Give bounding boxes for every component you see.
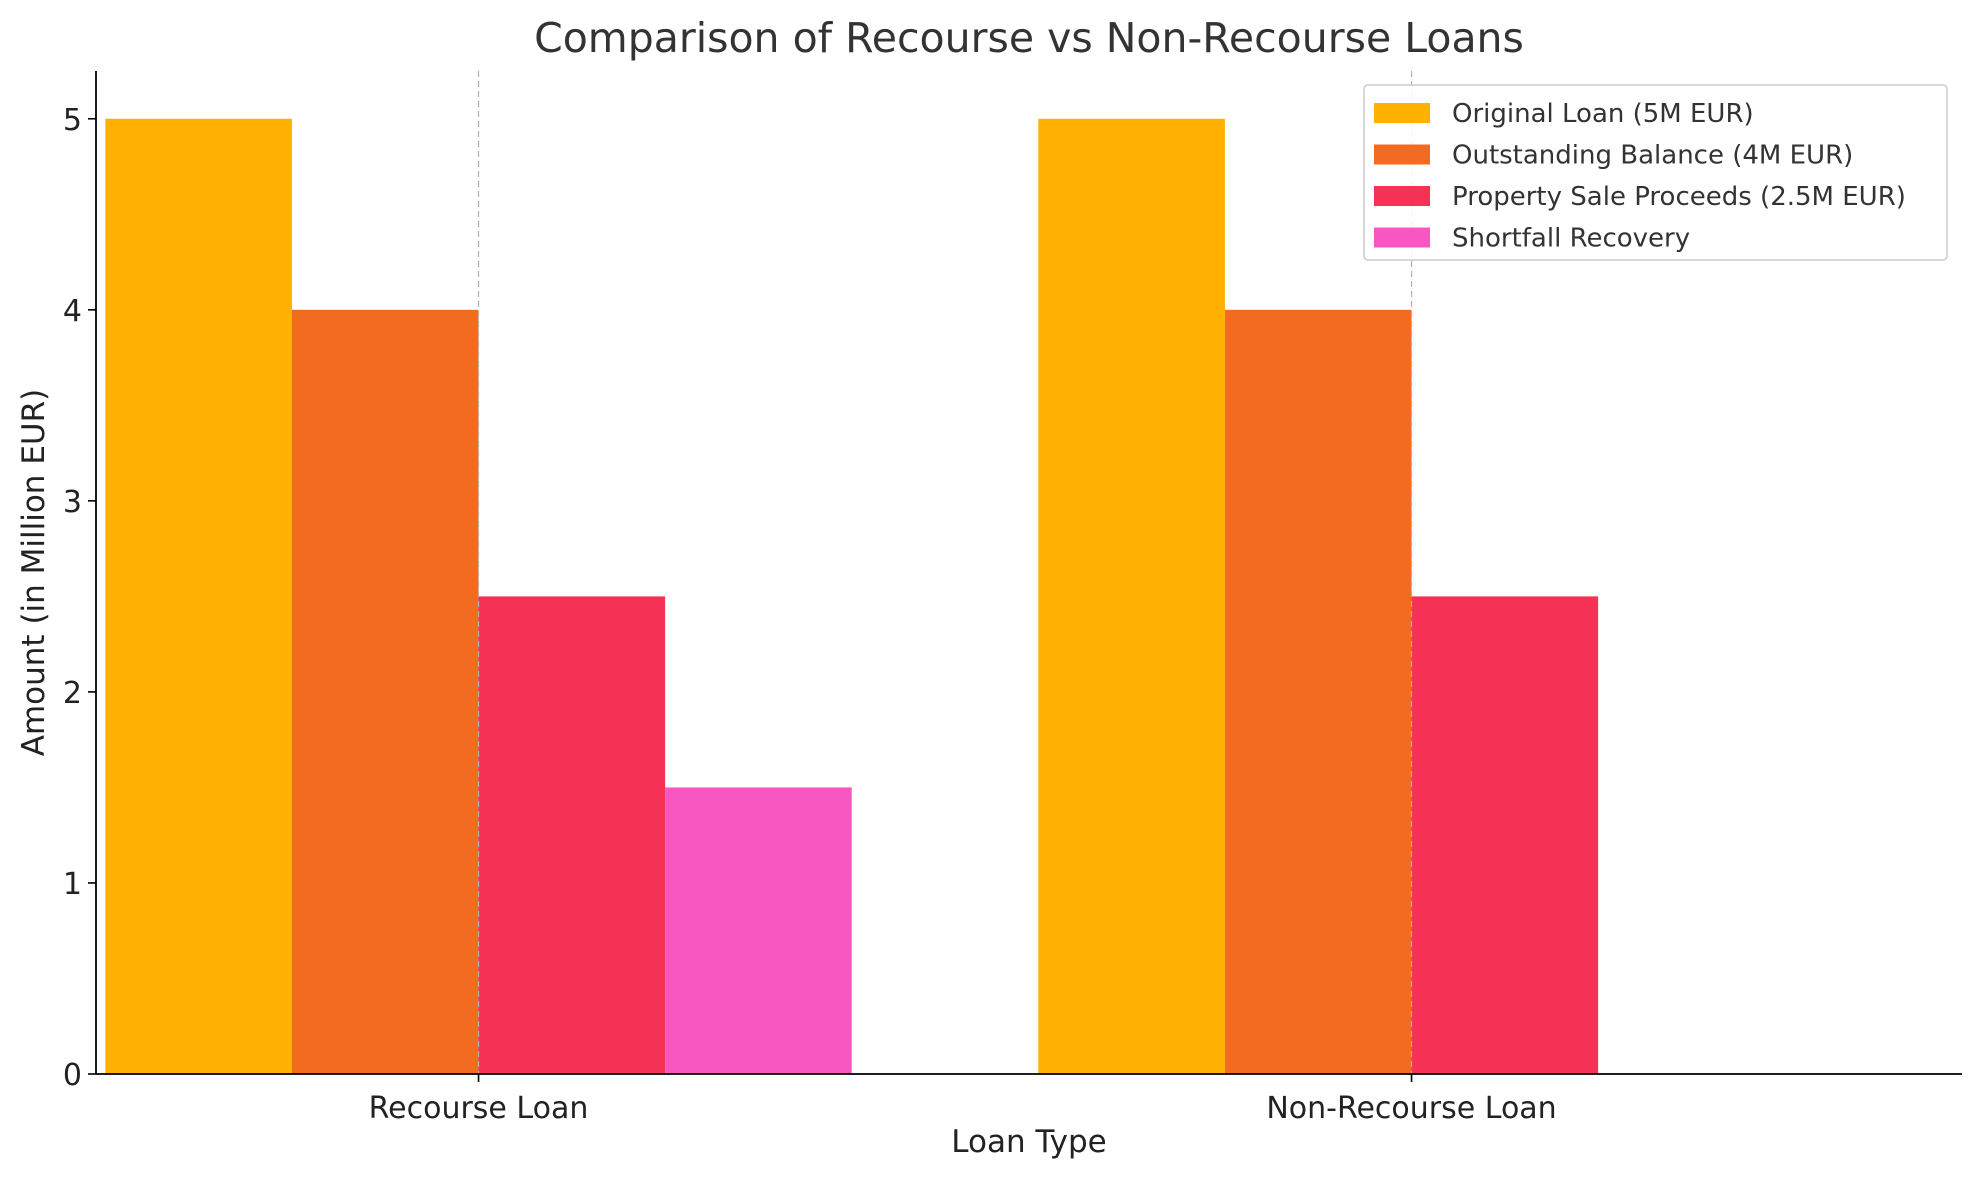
- x-ticks: Recourse Loan Non-Recourse Loan: [369, 1074, 1557, 1126]
- bar-2-1: [291, 309, 479, 1074]
- y-axis-label: Amount (in Million EUR): [16, 389, 52, 756]
- bar-1-2: [1038, 118, 1225, 1074]
- x-tick-label-2: Non-Recourse Loan: [1266, 1091, 1556, 1126]
- series-2: [291, 309, 1412, 1074]
- bar-4-1: [665, 787, 852, 1074]
- legend-swatch-2: [1374, 144, 1430, 165]
- x-tick-label-1: Recourse Loan: [369, 1091, 589, 1126]
- axes: [95, 71, 1962, 1075]
- legend-label-3: Property Sale Proceeds (2.5M EUR): [1452, 182, 1906, 212]
- legend-swatch-1: [1374, 103, 1430, 123]
- y-tick-label-1: 1: [63, 867, 82, 902]
- bar-3-1: [478, 596, 666, 1074]
- series-1: [105, 118, 1225, 1074]
- legend-label-2: Outstanding Balance (4M EUR): [1452, 141, 1853, 171]
- legend-label-4: Shortfall Recovery: [1452, 224, 1690, 254]
- bar-3-2: [1411, 596, 1599, 1074]
- legend-swatch-3: [1374, 186, 1430, 206]
- y-tick-label-4: 4: [63, 294, 82, 329]
- series-3: [478, 596, 1599, 1074]
- y-tick-label-5: 5: [63, 103, 82, 138]
- legend-frame: [1363, 84, 1948, 261]
- y-ticks: 0 1 2 3 4 5: [63, 103, 96, 1093]
- bar-1-1: [105, 118, 292, 1074]
- y-tick-label-3: 3: [63, 485, 82, 520]
- series-4: [665, 787, 852, 1074]
- legend-swatch-4: [1374, 227, 1430, 248]
- y-tick-label-2: 2: [63, 676, 82, 711]
- y-tick-label-0: 0: [63, 1058, 82, 1093]
- chart-title: Comparison of Recourse vs Non-Recourse L…: [534, 14, 1524, 62]
- bars: [105, 118, 1599, 1074]
- bar-2-2: [1224, 309, 1412, 1074]
- legend-label-1: Original Loan (5M EUR): [1452, 99, 1754, 129]
- x-axis-label: Loan Type: [951, 1124, 1106, 1160]
- legend: Original Loan (5M EUR) Outstanding Balanc…: [1363, 84, 1948, 261]
- grid-lines: [477, 71, 1413, 1074]
